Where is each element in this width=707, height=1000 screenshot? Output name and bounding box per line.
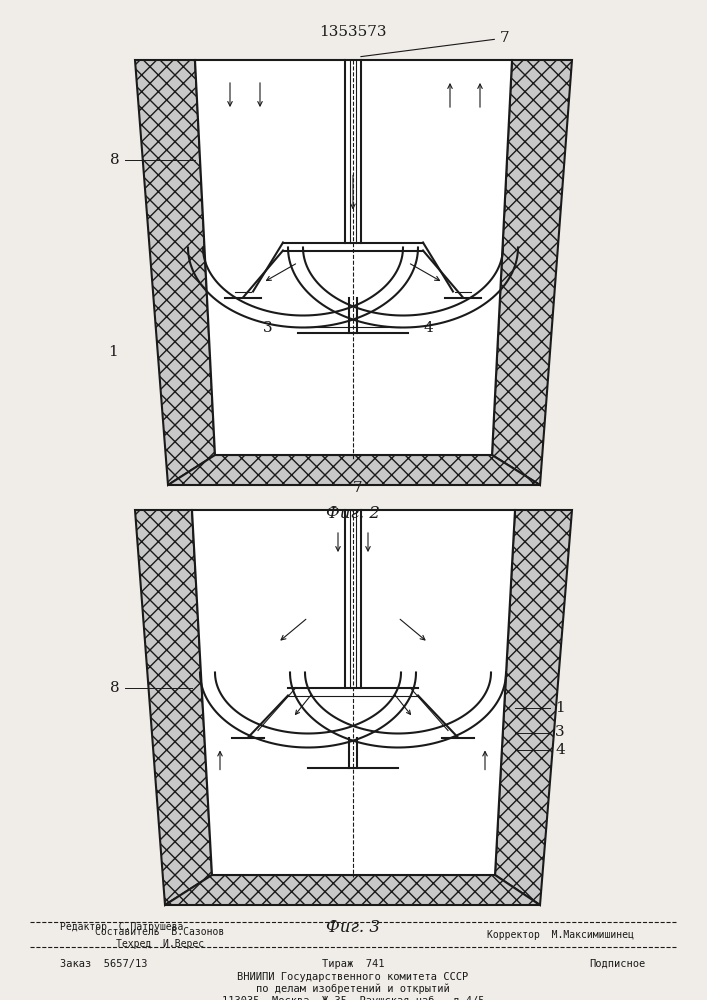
- Text: 1: 1: [555, 700, 565, 714]
- Polygon shape: [135, 60, 215, 485]
- Text: 7: 7: [361, 31, 510, 57]
- Polygon shape: [165, 875, 540, 905]
- Polygon shape: [495, 510, 572, 905]
- Text: по делам изобретений и открытий: по делам изобретений и открытий: [256, 984, 450, 994]
- Text: Редактор  С.Патрушева: Редактор С.Патрушева: [60, 922, 183, 932]
- Text: Тираж  741: Тираж 741: [322, 959, 384, 969]
- Text: Подписное: Подписное: [589, 959, 645, 969]
- Polygon shape: [135, 510, 212, 905]
- Text: Составитель  В.Сазонов: Составитель В.Сазонов: [95, 927, 225, 937]
- Text: Корректор  М.Максимишинец: Корректор М.Максимишинец: [486, 930, 633, 940]
- Polygon shape: [168, 455, 540, 485]
- Text: 8: 8: [110, 153, 120, 167]
- Text: 3: 3: [555, 726, 565, 740]
- Text: Фиг. 2: Фиг. 2: [326, 504, 380, 522]
- Text: ВНИИПИ Государственного комитета СССР: ВНИИПИ Государственного комитета СССР: [238, 972, 469, 982]
- Text: 1: 1: [108, 346, 118, 360]
- Text: Заказ  5657/13: Заказ 5657/13: [60, 959, 148, 969]
- Text: 7: 7: [354, 481, 363, 495]
- Text: Техред  И.Верес: Техред И.Верес: [116, 939, 204, 949]
- Text: 1353573: 1353573: [320, 25, 387, 39]
- Polygon shape: [195, 60, 512, 455]
- Text: Фиг. 3: Фиг. 3: [326, 918, 380, 936]
- Text: 8: 8: [110, 680, 120, 694]
- Text: 4: 4: [423, 320, 433, 334]
- Polygon shape: [492, 60, 572, 485]
- Text: 113035, Москва, Ж-35, Раушская наб., д.4/5: 113035, Москва, Ж-35, Раушская наб., д.4…: [222, 996, 484, 1000]
- Polygon shape: [192, 510, 515, 875]
- Text: 3: 3: [263, 320, 273, 334]
- Text: 4: 4: [555, 742, 565, 756]
